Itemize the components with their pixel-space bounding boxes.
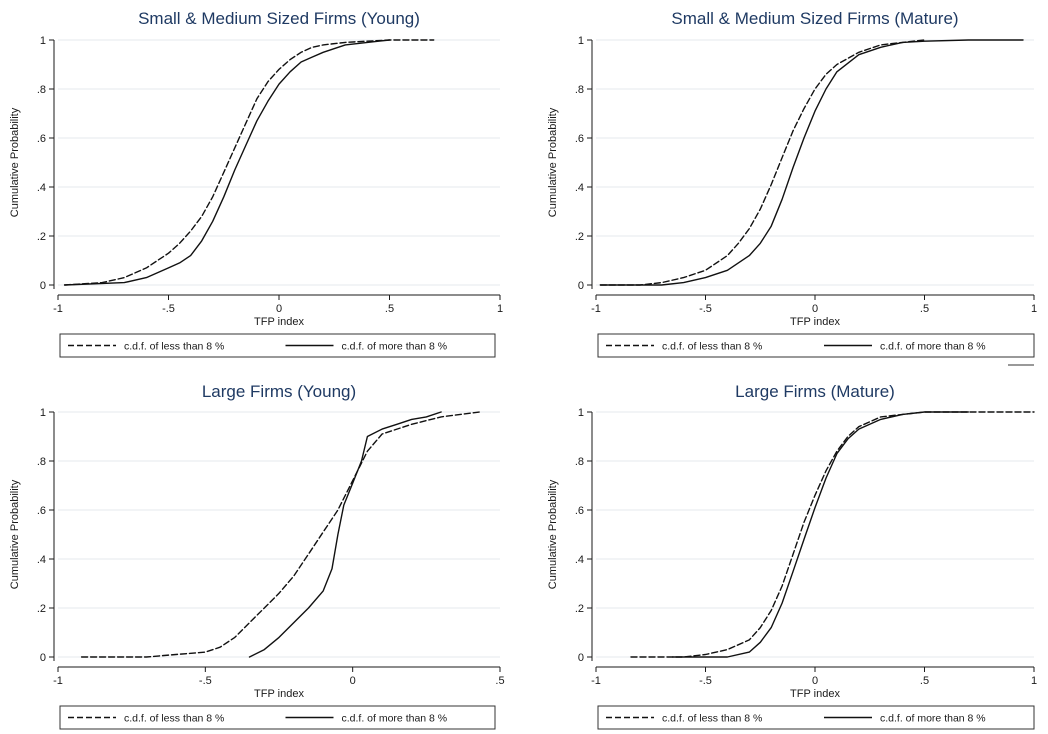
y-tick-label: .8: [575, 456, 584, 468]
x-tick-label: -1: [591, 303, 601, 315]
y-tick-label: .8: [37, 84, 46, 96]
x-tick-label: -.5: [162, 303, 175, 315]
y-tick-label: .2: [575, 603, 584, 615]
y-tick-label: .8: [575, 84, 584, 96]
x-tick-label: 0: [276, 303, 282, 315]
y-tick-label: 0: [578, 652, 584, 664]
x-axis-label: TFP index: [790, 316, 840, 328]
legend-box: [597, 333, 1035, 358]
x-tick-label: 1: [1031, 303, 1037, 315]
x-axis-label: TFP index: [790, 688, 840, 700]
y-tick-label: 1: [40, 407, 46, 419]
series-line-more-than-8: [63, 39, 391, 286]
x-axis-label: TFP index: [254, 316, 304, 328]
x-tick-label: .5: [495, 675, 504, 687]
x-tick-label: 0: [812, 303, 818, 315]
y-tick-label: 0: [40, 280, 46, 292]
y-tick-label: .4: [575, 182, 584, 194]
y-axis-label: Cumulative Probability: [547, 107, 559, 217]
chart-panel-1: Small & Medium Sized Firms (Young) 0 .2 .4.…: [9, 9, 503, 358]
chart-title: Small & Medium Sized Firms (Young): [138, 9, 420, 28]
y-tick-label: .2: [37, 603, 46, 615]
y-tick-label: .6: [37, 505, 46, 517]
legend-label: c.d.f. of more than 8 %: [880, 713, 986, 725]
chart-title: Large Firms (Mature): [735, 382, 895, 401]
legend-label: c.d.f. of more than 8 %: [342, 713, 448, 725]
x-axis-label: TFP index: [254, 688, 304, 700]
x-tick-label: .5: [385, 303, 394, 315]
legend-box: [597, 705, 1035, 730]
legend-label: c.d.f. of less than 8 %: [124, 341, 224, 353]
legend: c.d.f. of less than 8 % c.d.f. of more th…: [597, 705, 1035, 730]
chart-title: Small & Medium Sized Firms (Mature): [671, 9, 958, 28]
x-tick-label: -.5: [199, 675, 212, 687]
y-tick-label: .4: [37, 554, 46, 566]
legend-box: [59, 705, 496, 730]
legend-label: c.d.f. of less than 8 %: [124, 713, 224, 725]
y-tick-label: 1: [578, 407, 584, 419]
x-tick-label: -.5: [699, 303, 712, 315]
legend: c.d.f. of less than 8 % c.d.f. of more th…: [597, 333, 1035, 358]
chart-panel-2: Small & Medium Sized Firms (Mature) 0 .2 .4…: [547, 9, 1037, 366]
series-line-less-than-8: [63, 39, 435, 286]
chart-panel-4: Large Firms (Mature) 0 .2 .4 .6 .8 1 -1 -.5 0 .5 1 T…: [547, 382, 1037, 730]
legend: c.d.f. of less than 8 % c.d.f. of more th…: [59, 705, 496, 730]
x-tick-label: -.5: [699, 675, 712, 687]
y-tick-label: 1: [40, 35, 46, 47]
legend-label: c.d.f. of less than 8 %: [662, 341, 762, 353]
x-tick-label: .5: [920, 675, 929, 687]
y-tick-label: .4: [37, 182, 46, 194]
legend-label: c.d.f. of more than 8 %: [342, 341, 448, 353]
chart-panel-3: Large Firms (Young) 0 .2 .4 .6 .8 1 -1 -.5 0 .5 TFP…: [9, 382, 505, 730]
x-tick-label: 1: [1031, 675, 1037, 687]
y-tick-label: .8: [37, 456, 46, 468]
chart-title: Large Firms (Young): [202, 382, 356, 401]
x-tick-label: -1: [591, 675, 601, 687]
y-axis-label: Cumulative Probability: [547, 479, 559, 589]
legend-box: [59, 333, 496, 358]
legend-label: c.d.f. of more than 8 %: [880, 341, 986, 353]
y-tick-label: .4: [575, 554, 584, 566]
legend-label: c.d.f. of less than 8 %: [662, 713, 762, 725]
legend: c.d.f. of less than 8 % c.d.f. of more th…: [59, 333, 496, 358]
y-tick-label: 0: [40, 652, 46, 664]
series-line-more-than-8: [671, 411, 969, 658]
x-tick-label: -1: [53, 303, 63, 315]
y-tick-label: .2: [37, 231, 46, 243]
series-line-more-than-8: [248, 411, 442, 658]
y-tick-label: 0: [578, 280, 584, 292]
series-line-more-than-8: [599, 39, 1024, 286]
y-tick-label: 1: [578, 35, 584, 47]
x-tick-label: 0: [812, 675, 818, 687]
x-tick-label: .5: [920, 303, 929, 315]
y-axis-label: Cumulative Probability: [9, 107, 21, 217]
x-tick-label: -1: [53, 675, 63, 687]
y-axis-label: Cumulative Probability: [9, 479, 21, 589]
y-tick-label: .6: [575, 505, 584, 517]
y-tick-label: .6: [575, 133, 584, 145]
x-tick-label: 0: [350, 675, 356, 687]
y-tick-label: .2: [575, 231, 584, 243]
series-line-less-than-8: [80, 411, 481, 658]
x-tick-label: 1: [497, 303, 503, 315]
y-tick-label: .6: [37, 133, 46, 145]
